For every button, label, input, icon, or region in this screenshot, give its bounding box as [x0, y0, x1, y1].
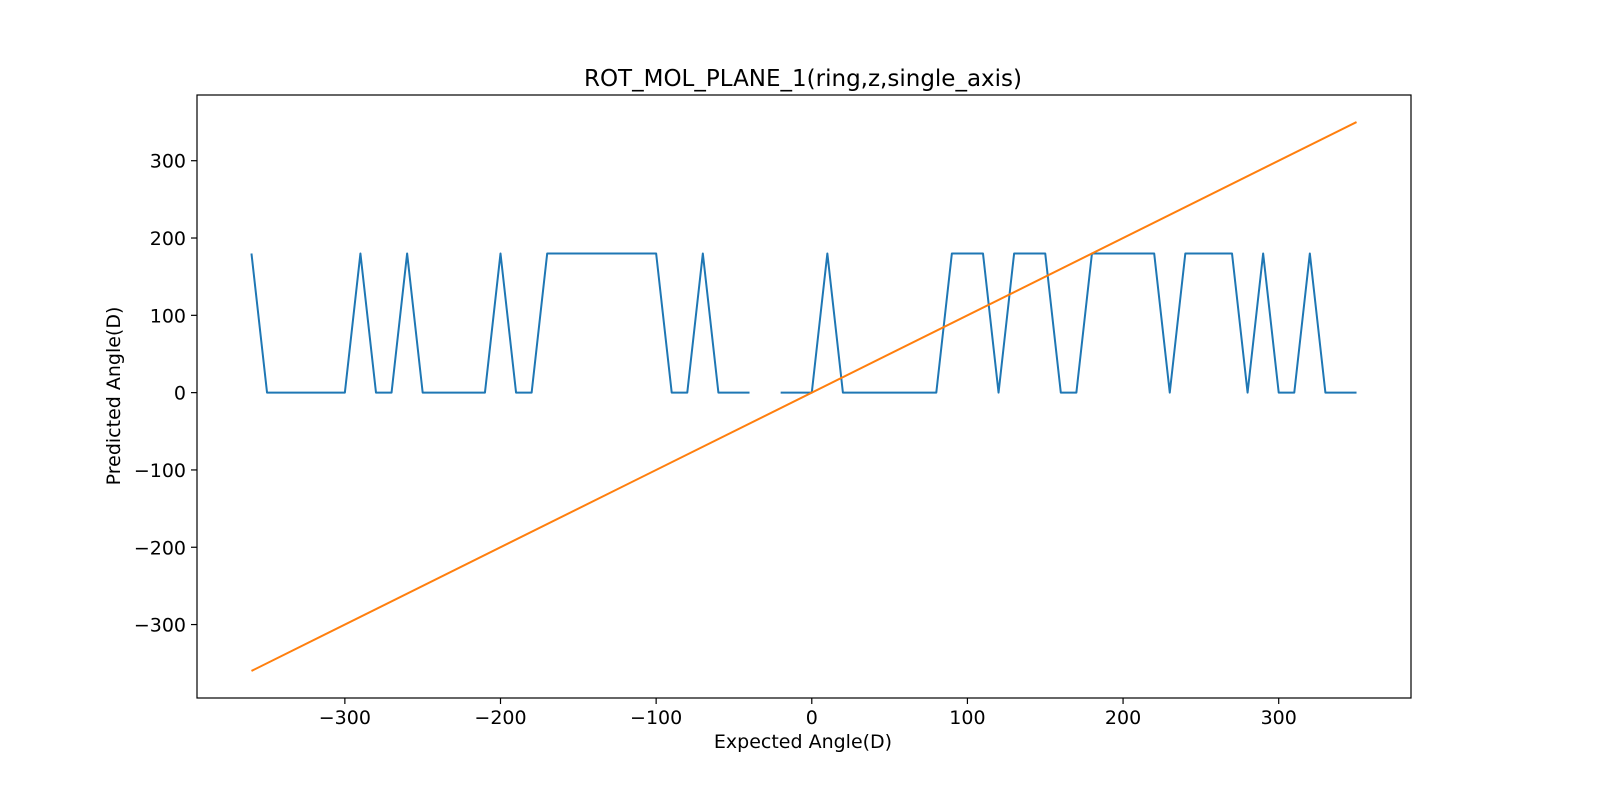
y-tick-label: −200	[134, 537, 186, 559]
x-axis-label: Expected Angle(D)	[714, 731, 892, 753]
x-axis: −300 −200 −100 0 100 200 300	[319, 698, 1297, 729]
x-tick-label: −300	[319, 707, 371, 729]
x-tick-label: −100	[630, 707, 682, 729]
x-tick-label: −200	[474, 707, 526, 729]
y-tick-label: −300	[134, 615, 186, 637]
series-2-line-segment-1	[251, 121, 1357, 672]
y-tick-label: 300	[150, 151, 186, 173]
series-1-line-segment-2	[780, 252, 1357, 394]
y-tick-label: −100	[134, 460, 186, 482]
y-tick-label: 200	[150, 228, 186, 250]
x-tick-label: 100	[949, 707, 985, 729]
series-1-line-segment-1	[250, 252, 750, 394]
x-tick-label: 200	[1105, 707, 1141, 729]
plot-area-frame	[196, 94, 1412, 699]
y-axis-label: Predicted Angle(D)	[103, 307, 125, 486]
y-tick-label: 100	[150, 305, 186, 327]
x-tick-label: 300	[1261, 707, 1297, 729]
y-tick-label: 0	[174, 383, 186, 405]
y-axis: −300 −200 −100 0 100 200 300	[134, 151, 197, 637]
chart-title: ROT_MOL_PLANE_1(ring,z,single_axis)	[584, 66, 1022, 92]
series-layer	[250, 121, 1357, 672]
x-tick-label: 0	[806, 707, 818, 729]
